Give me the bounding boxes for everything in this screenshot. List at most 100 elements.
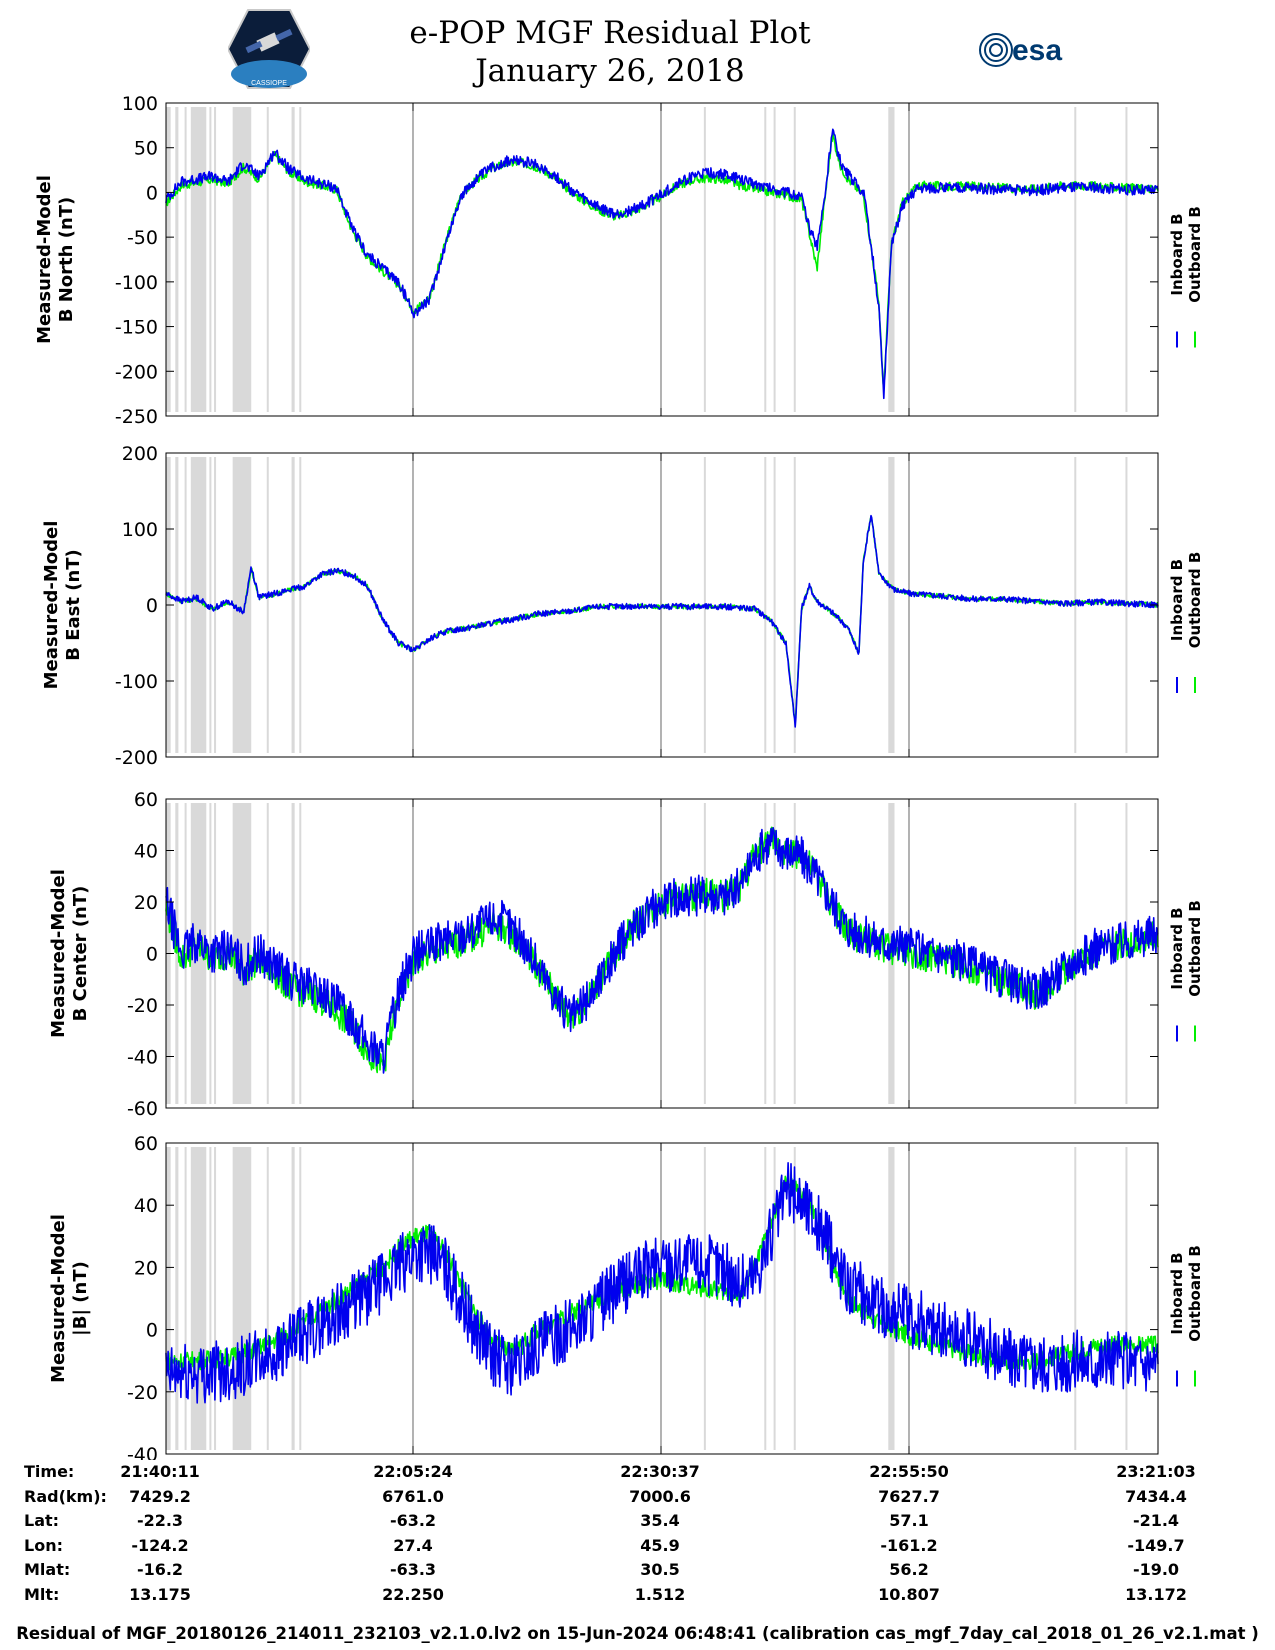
- data-gap-band: [175, 1147, 179, 1450]
- legend-label-inboard: Inboard B: [1168, 907, 1186, 989]
- orbit-cell: 22:05:24: [373, 1462, 453, 1481]
- series-outboard-east: [165, 515, 1159, 724]
- orbit-row-label: Lon:: [24, 1535, 63, 1555]
- panel-north: 100 50 0 -50 -100 -150 -200 -250 Measured-ModelB…: [34, 93, 1204, 428]
- data-gap-band: [266, 457, 269, 753]
- orbit-cell: -22.3: [136, 1511, 184, 1530]
- y-axis-label-line2: |B| (nT): [70, 1261, 91, 1336]
- y-tick-label: 0: [146, 182, 158, 204]
- data-gap-band: [299, 107, 302, 412]
- panel-magnitude: 60 40 20 0 -20 -40 Measured-Model|B| (nT) Inboa…: [48, 1133, 1204, 1460]
- data-gap-band: [299, 1147, 302, 1450]
- data-gap-band: [888, 457, 895, 753]
- orbit-row: Mlt: 13.175 22.250 1.512 10.807 13.172: [0, 1585, 1275, 1609]
- y-tick-label: -200: [115, 361, 158, 383]
- legend-label-inboard: Inboard B: [1168, 213, 1186, 295]
- series-outboard-north: [165, 132, 1159, 390]
- orbit-cell: 7000.6: [629, 1486, 691, 1506]
- plot-frame-magnitude: [165, 1142, 1159, 1455]
- data-gap-band: [190, 1147, 207, 1450]
- orbit-cell: 7434.4: [1125, 1486, 1187, 1506]
- y-tick-label: 0: [146, 944, 158, 966]
- data-gap-band: [703, 1147, 706, 1450]
- plot-frame-center: [165, 798, 1159, 1109]
- orbit-cell: 57.1: [889, 1511, 929, 1530]
- orbit-cell: 7429.2: [129, 1486, 191, 1506]
- orbit-cell: 23:21:03: [1116, 1462, 1196, 1481]
- data-gap-band: [291, 107, 295, 412]
- plot-title: e-POP MGF Residual Plot: [409, 15, 811, 51]
- data-gap-band: [291, 1147, 295, 1450]
- orbit-cell: -21.4: [1132, 1511, 1180, 1530]
- series-inboard-north: [165, 128, 1159, 400]
- data-gap-band: [299, 457, 302, 753]
- y-tick-label: -20: [127, 1382, 158, 1404]
- data-gap-band: [232, 1147, 252, 1450]
- data-gap-band: [703, 107, 706, 412]
- orbit-cell: -124.2: [131, 1535, 189, 1555]
- data-gap-band: [190, 107, 207, 412]
- orbit-cell: 6761.0: [382, 1486, 444, 1506]
- y-tick-label: 100: [122, 93, 158, 115]
- legend-magnitude: Inboard B Outboard B: [1168, 1245, 1204, 1387]
- data-gap-band: [291, 803, 295, 1104]
- y-axis-label-line1: Measured-Model: [41, 521, 62, 690]
- orbit-cell: 22:55:50: [869, 1462, 949, 1481]
- panel-center: 60 40 20 0 -20 -40 -60 Measured-ModelB Center (…: [48, 789, 1204, 1120]
- residual-plots: 100500-50-100-150-200-250Measured-ModelB…: [34, 93, 1204, 1460]
- y-axis-label-line1: Measured-Model: [34, 175, 55, 344]
- data-gap-band: [793, 803, 796, 1104]
- y-tick-label: -60: [127, 1098, 158, 1120]
- y-tick-label: 60: [134, 1133, 158, 1155]
- data-gap-band: [764, 803, 767, 1104]
- orbit-cell: -149.7: [1127, 1535, 1185, 1555]
- y-tick-label: -50: [127, 227, 158, 249]
- data-gap-band: [175, 457, 179, 753]
- data-gap-band: [888, 1147, 895, 1450]
- y-axis-label-line1: Measured-Model: [48, 1214, 69, 1383]
- data-gap-band: [793, 107, 796, 412]
- orbit-cell: 10.807: [878, 1584, 940, 1604]
- orbit-cell: 45.9: [640, 1535, 680, 1555]
- orbit-row: Rad(km): 7429.2 6761.0 7000.6 7627.7 7434.4: [0, 1487, 1275, 1511]
- y-tick-label: -100: [115, 272, 158, 294]
- orbit-cell: -63.3: [389, 1560, 437, 1579]
- data-gap-band: [291, 457, 295, 753]
- data-gap-band: [209, 107, 212, 412]
- data-gap-band: [214, 457, 217, 753]
- legend-label-outboard: Outboard B: [1186, 206, 1204, 303]
- data-gap-band: [764, 107, 767, 412]
- y-axis-label-line2: B North (nT): [56, 197, 77, 323]
- data-gap-band: [166, 1147, 171, 1450]
- data-gap-band: [773, 1147, 776, 1450]
- esa-logo: esa: [978, 30, 1088, 76]
- orbit-cell: -16.2: [136, 1560, 184, 1579]
- legend-label-outboard: Outboard B: [1186, 900, 1204, 997]
- data-gap-band: [703, 803, 706, 1104]
- data-gap-band: [793, 457, 796, 753]
- orbit-cell: -19.0: [1132, 1560, 1180, 1579]
- data-gap-band: [184, 107, 187, 412]
- data-gap-band: [1125, 107, 1128, 412]
- orbit-row-label: Mlt:: [24, 1584, 60, 1604]
- orbit-row: Lat: -22.3 -63.2 35.4 57.1 -21.4: [0, 1511, 1275, 1535]
- orbit-cell: 30.5: [640, 1560, 680, 1579]
- data-gap-band: [184, 1147, 187, 1450]
- data-gap-band: [190, 803, 207, 1104]
- series-outboard-center: [165, 826, 1159, 1074]
- y-tick-label: -250: [115, 406, 158, 428]
- data-gap-band: [214, 1147, 217, 1450]
- data-gap-band: [1074, 1147, 1077, 1450]
- y-tick-label: 20: [134, 892, 158, 914]
- orbit-row: Time: 21:40:11 22:05:24 22:30:37 22:55:50 23:…: [0, 1462, 1275, 1486]
- title-block: e-POP MGF Residual Plot January 26, 2018: [330, 14, 890, 90]
- orbit-row: Lon: -124.2 27.4 45.9 -161.2 -149.7: [0, 1536, 1275, 1560]
- orbit-row: Mlat: -16.2 -63.3 30.5 56.2 -19.0: [0, 1560, 1275, 1584]
- y-axis-label-east: Measured-ModelB East (nT): [41, 521, 84, 690]
- y-tick-label: 40: [134, 1195, 158, 1217]
- orbit-cell: 1.512: [634, 1584, 686, 1604]
- orbit-row-label: Rad(km):: [24, 1486, 107, 1506]
- y-tick-label: 40: [134, 841, 158, 863]
- legend-label-outboard: Outboard B: [1186, 1245, 1204, 1342]
- y-tick-label: 20: [134, 1257, 158, 1279]
